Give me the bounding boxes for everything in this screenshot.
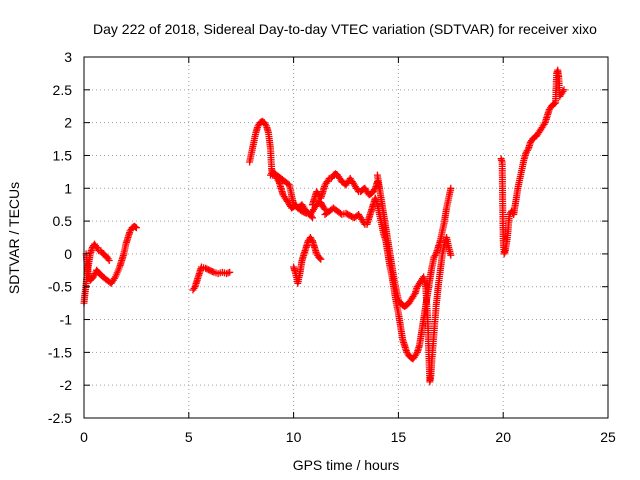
y-tick-label: 0.5	[53, 213, 73, 229]
y-tick-label: -2	[60, 377, 73, 393]
data-point	[209, 268, 217, 276]
data-point	[309, 214, 316, 222]
data-point	[317, 255, 325, 263]
y-tick-label: 3	[64, 49, 72, 65]
data-point	[110, 275, 118, 282]
y-tick-label: -1.5	[48, 344, 72, 360]
y-tick-label: 0	[64, 246, 72, 262]
y-tick-label: 2	[64, 115, 72, 131]
data-point	[132, 224, 140, 232]
data-point	[412, 350, 420, 358]
data-points	[80, 66, 568, 386]
x-tick-label: 5	[185, 429, 193, 445]
data-point	[447, 251, 455, 259]
data-point	[410, 291, 418, 299]
x-tick-label: 20	[495, 429, 511, 445]
plot-frame	[83, 56, 609, 419]
data-point	[447, 184, 455, 192]
y-axis-label: SDTVAR / TECUs	[6, 182, 22, 294]
x-tick-label: 10	[286, 429, 302, 445]
y-tick-label: 1.5	[53, 147, 73, 163]
data-point	[316, 254, 324, 262]
axis-ticks	[83, 56, 609, 419]
grid	[83, 56, 609, 419]
data-point	[94, 245, 102, 253]
y-tick-labels: -2.5 -2 -1.5 -1 -0.5 0 0.5 1 1.5 2 2.5 3	[48, 49, 72, 426]
y-tick-label: 1	[64, 180, 72, 196]
y-tick-label: -0.5	[48, 279, 72, 295]
data-point	[223, 270, 230, 278]
data-point	[261, 120, 269, 128]
x-tick-labels: 0 5 10 15 20 25	[80, 429, 616, 445]
data-point	[226, 268, 234, 276]
y-tick-label: -1	[60, 312, 73, 328]
y-tick-label: 2.5	[53, 82, 73, 98]
data-point	[90, 271, 98, 279]
data-point	[131, 223, 139, 231]
x-axis-label: GPS time / hours	[293, 457, 400, 473]
data-point	[105, 257, 113, 264]
data-point	[560, 86, 568, 94]
data-point	[523, 147, 531, 154]
x-tick-label: 0	[80, 429, 88, 445]
chart-title: Day 222 of 2018, Sidereal Day-to-day VTE…	[93, 21, 597, 37]
y-tick-label: -2.5	[48, 410, 72, 426]
data-point	[307, 212, 315, 220]
x-tick-label: 25	[600, 429, 616, 445]
x-tick-label: 15	[391, 429, 407, 445]
data-point	[320, 204, 328, 212]
data-point	[431, 252, 439, 259]
